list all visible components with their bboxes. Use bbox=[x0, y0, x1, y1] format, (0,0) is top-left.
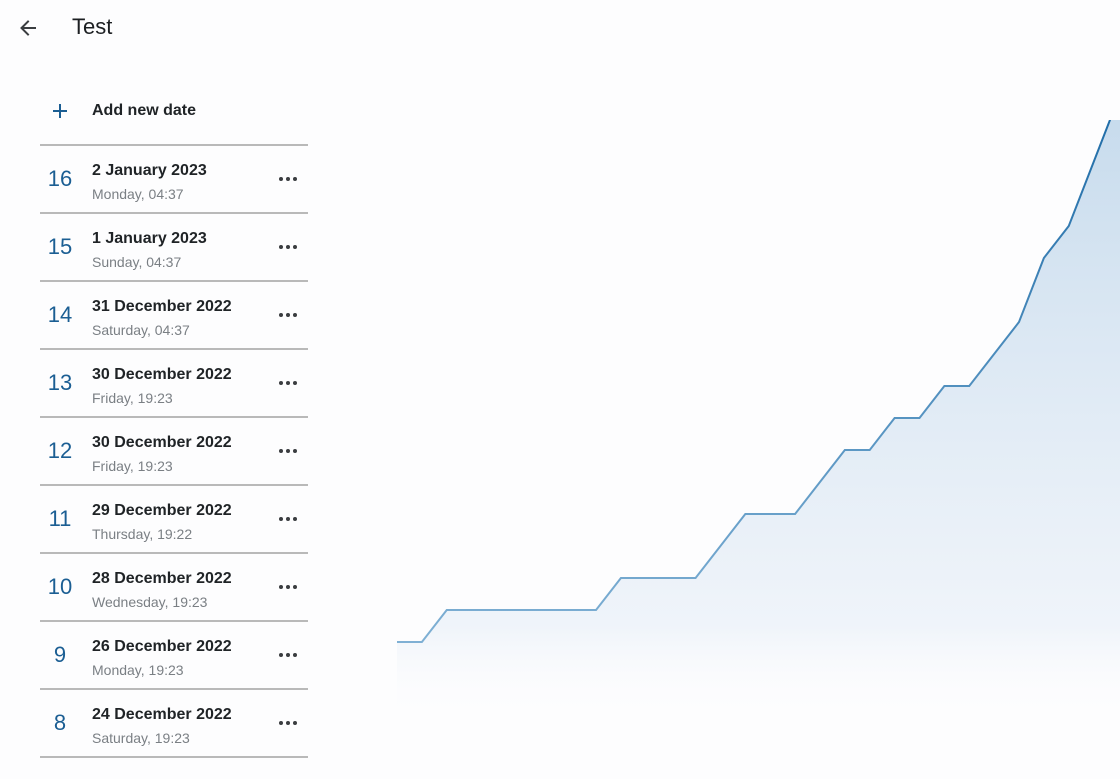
app-bar: Test bbox=[0, 0, 1120, 56]
list-item[interactable]: 12 30 December 2022 Friday, 19:23 bbox=[40, 418, 308, 486]
entry-count: 12 bbox=[47, 438, 73, 463]
more-horizontal-icon bbox=[279, 381, 297, 385]
more-horizontal-icon bbox=[279, 653, 297, 657]
chart-area-fill bbox=[397, 120, 1120, 720]
entry-date: 30 December 2022 bbox=[92, 434, 232, 451]
more-options-button[interactable] bbox=[272, 571, 304, 603]
more-horizontal-icon bbox=[279, 177, 297, 181]
entry-weekday-time: Saturday, 04:37 bbox=[92, 322, 190, 338]
more-horizontal-icon bbox=[279, 517, 297, 521]
entry-weekday-time: Sunday, 04:37 bbox=[92, 254, 182, 270]
arrow-back-icon bbox=[20, 20, 36, 36]
more-horizontal-icon bbox=[279, 313, 297, 317]
cumulative-chart bbox=[397, 120, 1120, 720]
list-item[interactable]: 14 31 December 2022 Saturday, 04:37 bbox=[40, 282, 308, 350]
add-new-date-button[interactable]: Add new date bbox=[40, 78, 308, 146]
more-options-button[interactable] bbox=[272, 503, 304, 535]
list-item[interactable]: 10 28 December 2022 Wednesday, 19:23 bbox=[40, 554, 308, 622]
entry-date: 1 January 2023 bbox=[92, 230, 207, 247]
entry-weekday-time: Wednesday, 19:23 bbox=[92, 594, 208, 610]
entry-count: 10 bbox=[47, 574, 73, 599]
back-button[interactable] bbox=[10, 10, 46, 46]
entry-weekday-time: Saturday, 19:23 bbox=[92, 730, 190, 746]
more-options-button[interactable] bbox=[272, 367, 304, 399]
entry-date: 2 January 2023 bbox=[92, 162, 207, 179]
chart-series-line bbox=[397, 120, 1112, 643]
more-options-button[interactable] bbox=[272, 163, 304, 195]
entry-count: 14 bbox=[47, 302, 73, 327]
entry-weekday-time: Monday, 19:23 bbox=[92, 662, 184, 678]
entry-weekday-time: Friday, 19:23 bbox=[92, 390, 173, 406]
entry-count: 16 bbox=[47, 166, 73, 191]
entry-date: 29 December 2022 bbox=[92, 502, 232, 519]
more-options-button[interactable] bbox=[272, 707, 304, 739]
list-item[interactable]: 16 2 January 2023 Monday, 04:37 bbox=[40, 146, 308, 214]
more-horizontal-icon bbox=[279, 245, 297, 249]
entry-date: 31 December 2022 bbox=[92, 298, 232, 315]
more-options-button[interactable] bbox=[272, 435, 304, 467]
more-horizontal-icon bbox=[279, 449, 297, 453]
entry-weekday-time: Monday, 04:37 bbox=[92, 186, 184, 202]
entry-weekday-time: Friday, 19:23 bbox=[92, 458, 173, 474]
entry-date: 28 December 2022 bbox=[92, 570, 232, 587]
entry-count: 13 bbox=[47, 370, 73, 395]
list-item[interactable]: 9 26 December 2022 Monday, 19:23 bbox=[40, 622, 308, 690]
more-options-button[interactable] bbox=[272, 299, 304, 331]
more-options-button[interactable] bbox=[272, 639, 304, 671]
entry-date: 26 December 2022 bbox=[92, 638, 232, 655]
more-horizontal-icon bbox=[279, 721, 297, 725]
entry-count: 8 bbox=[53, 710, 67, 735]
entry-count: 15 bbox=[47, 234, 73, 259]
page-title: Test bbox=[72, 14, 113, 39]
entry-count: 9 bbox=[53, 642, 67, 667]
more-options-button[interactable] bbox=[272, 231, 304, 263]
plus-icon bbox=[53, 104, 67, 118]
list-item[interactable]: 15 1 January 2023 Sunday, 04:37 bbox=[40, 214, 308, 282]
list-item[interactable]: 13 30 December 2022 Friday, 19:23 bbox=[40, 350, 308, 418]
entry-weekday-time: Thursday, 19:22 bbox=[92, 526, 193, 542]
add-new-date-label: Add new date bbox=[92, 102, 197, 119]
entry-count: 11 bbox=[48, 506, 72, 531]
more-horizontal-icon bbox=[279, 585, 297, 589]
list-item[interactable]: 8 24 December 2022 Saturday, 19:23 bbox=[40, 690, 308, 758]
entry-date: 30 December 2022 bbox=[92, 366, 232, 383]
date-list: Add new date 16 2 January 2023 Monday, 04:… bbox=[40, 78, 308, 758]
entry-date: 24 December 2022 bbox=[92, 706, 232, 723]
list-item[interactable]: 11 29 December 2022 Thursday, 19:22 bbox=[40, 486, 308, 554]
